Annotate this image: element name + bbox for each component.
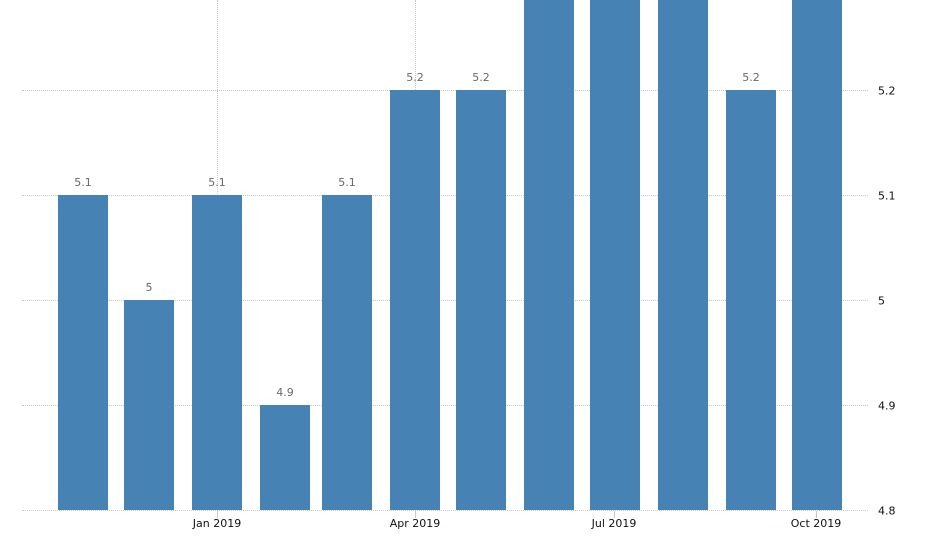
- y-tick-label: 5: [878, 294, 885, 308]
- x-tick-mark: [614, 511, 615, 518]
- h-gridline: [22, 195, 868, 196]
- bar-mar-2019[interactable]: [322, 195, 372, 510]
- bar-value-label: 5.1: [338, 176, 356, 189]
- x-tick-label: Jan 2019: [192, 517, 242, 530]
- bar-sep-2019[interactable]: [726, 90, 776, 510]
- bar-value-label: 4.9: [276, 386, 294, 399]
- bar-value-label: 5.1: [74, 176, 92, 189]
- y-tick-label: 4.9: [878, 399, 896, 413]
- h-gridline: [22, 510, 868, 511]
- bar-jan-2019[interactable]: [192, 195, 242, 510]
- bar-dec-2018[interactable]: [124, 300, 174, 510]
- bar-value-label: 5.1: [208, 176, 226, 189]
- bar-value-label: 5.2: [742, 71, 760, 84]
- y-tick-label: 5.1: [878, 189, 896, 203]
- bar-jul-2019[interactable]: [590, 0, 640, 510]
- y-tick-label: 4.8: [878, 504, 896, 518]
- bar-aug-2019[interactable]: [658, 0, 708, 510]
- y-tick-label: 5.2: [878, 84, 896, 98]
- x-tick-mark: [816, 511, 817, 518]
- x-tick-mark: [415, 511, 416, 518]
- bar-feb-2019[interactable]: [260, 405, 310, 510]
- x-tick-label: Apr 2019: [389, 517, 441, 530]
- bar-value-label: 5: [145, 281, 153, 294]
- h-gridline: [22, 405, 868, 406]
- h-gridline: [22, 300, 868, 301]
- bar-jun-2019[interactable]: [524, 0, 574, 510]
- h-gridline: [22, 90, 868, 91]
- bar-apr-2019[interactable]: [390, 90, 440, 510]
- bar-oct-2019[interactable]: [792, 0, 842, 510]
- bar-value-label: 5.2: [406, 71, 424, 84]
- bar-value-label: 5.2: [472, 71, 490, 84]
- x-tick-label: Oct 2019: [790, 517, 842, 530]
- x-tick-label: Jul 2019: [591, 517, 637, 530]
- bar-nov-2018[interactable]: [58, 195, 108, 510]
- bar-may-2019[interactable]: [456, 90, 506, 510]
- x-tick-mark: [217, 511, 218, 518]
